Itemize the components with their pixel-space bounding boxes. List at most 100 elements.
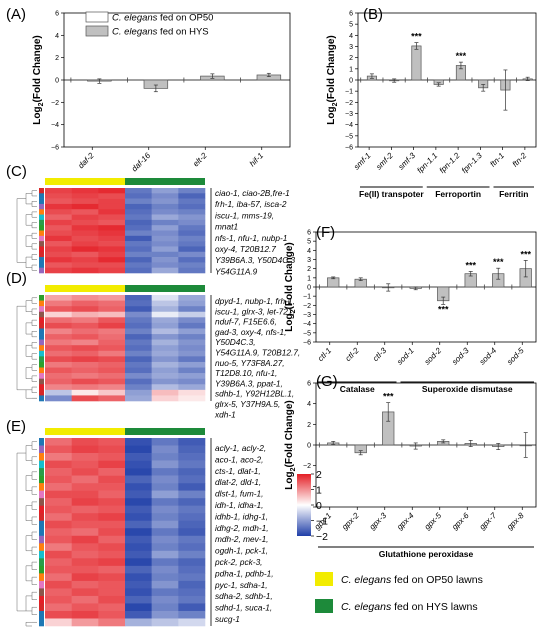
heat-cell [125, 328, 152, 335]
x-tick-label: daf-2 [76, 151, 96, 171]
heat-cell [71, 241, 99, 247]
heat-cell [125, 203, 152, 210]
heat-cell [151, 251, 179, 258]
heat-cell [151, 498, 179, 506]
heat-cell [125, 241, 152, 247]
x-tick-label: sod-3 [450, 346, 471, 367]
heat-cell [45, 468, 72, 476]
heat-cell [45, 580, 72, 589]
heat-cell [71, 378, 99, 385]
x-tick-label: gpx-7 [478, 511, 499, 532]
heat-cell [125, 384, 152, 391]
heat-cell [151, 395, 179, 402]
heat-cell [71, 188, 99, 194]
heat-cell [98, 322, 126, 329]
row-annotation [39, 262, 44, 268]
row-annotation [39, 580, 44, 589]
row-annotation [39, 565, 44, 574]
x-tick-label: gpx-6 [450, 511, 471, 532]
dendrogram-branch [25, 535, 32, 552]
dendrogram-branch [31, 516, 37, 525]
heat-cell [151, 295, 179, 301]
dendrogram-branch [25, 445, 32, 461]
heat-cell [71, 490, 99, 499]
heat-cell [151, 235, 179, 242]
row-annotation [39, 322, 44, 329]
heat-cell [125, 580, 152, 589]
dendrogram-branch [31, 297, 37, 304]
heat-cell [151, 257, 179, 263]
heat-cell [125, 356, 152, 363]
heat-cell [151, 230, 179, 237]
heat-cell [98, 235, 126, 242]
heat-cell [151, 580, 179, 589]
gene-label: pyc-1, sdha-1, [214, 580, 268, 590]
legend-bottom: C. elegans fed on OP50 lawns C. elegans f… [315, 572, 483, 613]
gene-label: oxy-4, T20B12.7 [215, 244, 276, 254]
y-tick-label: −5 [345, 133, 353, 140]
y-tick-label: 3 [349, 44, 353, 51]
y-tick-label: 5 [349, 22, 353, 29]
x-tick-label: hif-1 [248, 151, 265, 168]
y-axis-label: Log2(Fold Change) [32, 35, 45, 124]
dendrogram-branch [25, 475, 32, 491]
heat-cell [98, 528, 126, 537]
row-annotation [39, 460, 44, 469]
heat-cell [98, 573, 126, 582]
heat-cell [98, 214, 126, 221]
gene-label: sdha-2, sdhb-1, [215, 591, 273, 601]
heat-cell [178, 535, 206, 544]
x-tick-label: fpn-1.2 [438, 151, 462, 175]
dendrogram-branch [25, 214, 32, 226]
heat-cell [71, 603, 99, 612]
heat-cell [98, 300, 126, 307]
heat-cell [178, 317, 206, 324]
y-tick-label: 2 [307, 266, 311, 273]
heat-cell [151, 453, 179, 461]
heat-cell [45, 610, 72, 619]
legend-top: C. elegans fed on OP50 C. elegans fed on … [85, 11, 213, 38]
heat-cell [45, 328, 72, 335]
heat-cell [45, 203, 72, 210]
legend-swatch [315, 572, 333, 586]
heat-cell [178, 188, 206, 194]
gene-label: Y39B6A.3, ppat-1, [215, 378, 283, 388]
heat-cell [125, 214, 152, 221]
heatmap-e: acly-1, acly-2,aco-1, aco-2, cts-1, dlat-… [16, 428, 274, 627]
heat-cell [178, 373, 206, 379]
colorbar: 2 1 0 −1 −2 [297, 469, 328, 543]
x-tick-label: gpx-3 [368, 511, 389, 532]
heat-cell [45, 520, 72, 529]
heat-cell [151, 505, 179, 514]
heat-cell [98, 350, 126, 357]
heat-cell [45, 262, 72, 268]
group-bar-op50 [45, 285, 125, 292]
heat-cell [71, 384, 99, 391]
heat-cell [178, 595, 206, 604]
row-annotation [39, 588, 44, 597]
heat-cell [125, 453, 152, 461]
group-bar-op50 [45, 178, 125, 185]
dendrogram-branch [25, 300, 32, 312]
legend-swatch [315, 599, 333, 613]
heat-cell [71, 311, 99, 318]
gene-label: sdhd-1, suca-1, [215, 603, 272, 613]
heat-cell [98, 610, 126, 619]
y-tick-label: 6 [349, 11, 353, 18]
dendrogram-branch [25, 595, 32, 612]
gene-label: mnat1 [215, 222, 238, 232]
heat-cell [151, 246, 179, 253]
heat-cell [45, 438, 72, 446]
row-annotation [39, 528, 44, 537]
heat-cell [125, 188, 152, 194]
gene-label: pck-2, pck-3, [214, 557, 263, 567]
gene-label: ogdh-1, pck-1, [215, 546, 268, 556]
heat-cell [178, 198, 206, 205]
heat-cell [45, 535, 72, 544]
y-tick-label: −5 [303, 330, 311, 337]
heat-cell [98, 505, 126, 514]
heat-cell [45, 311, 72, 318]
heat-cell [98, 306, 126, 313]
heat-cell [98, 475, 126, 484]
